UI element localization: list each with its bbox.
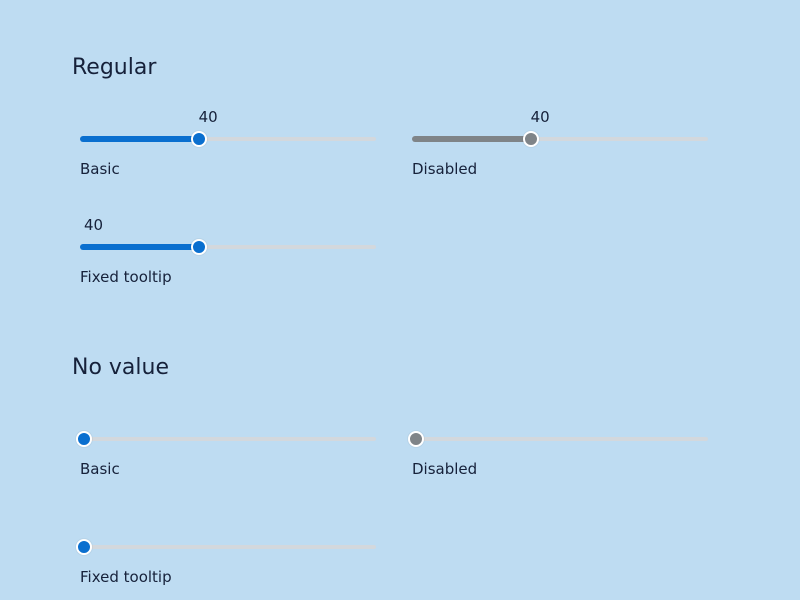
no-value-basic-slider[interactable]: Basic: [76, 410, 376, 490]
slider-thumb[interactable]: [76, 539, 92, 555]
no-value-disabled-slider: Disabled: [408, 410, 708, 490]
no-value-section-title: No value: [72, 355, 170, 380]
no-value-fixed-tooltip-slider[interactable]: Fixed tooltip: [76, 518, 376, 598]
slider-track[interactable]: [80, 137, 376, 141]
no-value-fixed-tooltip-caption: Fixed tooltip: [80, 568, 172, 586]
slider-track: [412, 137, 708, 141]
regular-disabled-caption: Disabled: [412, 160, 478, 178]
regular-basic-value-label: 40: [198, 108, 218, 126]
regular-basic-caption: Basic: [80, 160, 120, 178]
no-value-disabled-caption: Disabled: [412, 460, 478, 478]
slider-track: [412, 437, 708, 441]
slider-fill: [80, 136, 200, 142]
regular-fixed-tooltip-value-label: 40: [84, 216, 104, 234]
slider-thumb: [523, 131, 540, 147]
slider-fill: [412, 136, 532, 142]
regular-disabled-slider: 40 Disabled: [412, 110, 708, 190]
slider-thumb[interactable]: [76, 431, 92, 447]
slider-thumb[interactable]: [191, 131, 208, 147]
slider-thumb[interactable]: [191, 239, 208, 255]
slider-fill: [80, 244, 200, 250]
slider-track[interactable]: [80, 437, 376, 441]
regular-fixed-tooltip-slider[interactable]: 40 Fixed tooltip: [80, 218, 376, 298]
slider-track[interactable]: [80, 245, 376, 249]
regular-disabled-value-label: 40: [530, 108, 550, 126]
no-value-basic-caption: Basic: [80, 460, 120, 478]
regular-basic-slider[interactable]: 40 Basic: [80, 110, 376, 190]
slider-thumb: [408, 431, 424, 447]
regular-fixed-tooltip-caption: Fixed tooltip: [80, 268, 172, 286]
slider-track[interactable]: [80, 545, 376, 549]
regular-section-title: Regular: [72, 55, 157, 80]
